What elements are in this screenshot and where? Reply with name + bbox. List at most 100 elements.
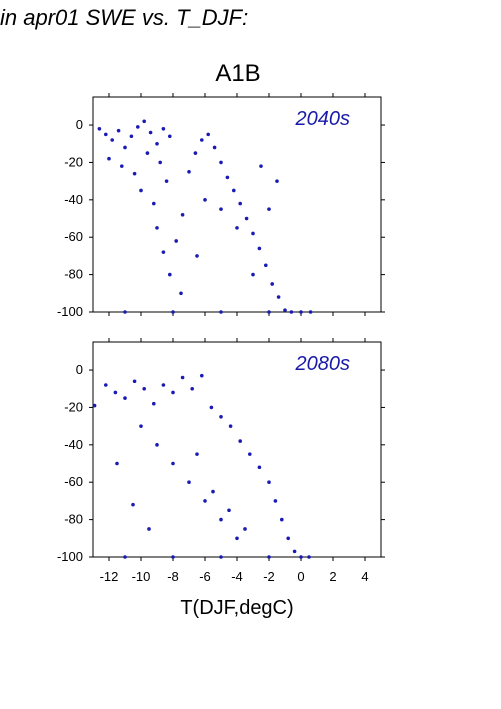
scatter-point [228, 424, 233, 428]
scenario-title: A1B [215, 60, 260, 87]
y-axis-2040s: 0 -20 -40 -60 -80 -100 [57, 117, 385, 319]
period-label-2040s: 2040s [295, 108, 351, 130]
scatter-point [267, 555, 271, 559]
scatter-point [123, 310, 127, 314]
scatter-point [283, 308, 287, 312]
scatter-point [257, 465, 262, 470]
scatter-point [161, 250, 166, 254]
scatter-point [299, 555, 303, 559]
y-axis-2080s: 0 -20 -40 -60 -80 -100 [57, 362, 385, 564]
scatter-point [244, 216, 249, 221]
x-axis-2080s: -12 -10 -8 -6 -4 -2 0 2 4 [100, 338, 369, 584]
scatter-point [219, 207, 223, 211]
scatter-point [232, 188, 236, 193]
scatter-point [148, 130, 153, 135]
scatter-points-2040s [97, 119, 313, 314]
scatter-point [145, 151, 150, 155]
scatter-point [97, 126, 102, 131]
scatter-point [203, 198, 207, 202]
x-tick-label: 0 [297, 569, 304, 584]
scatter-point [171, 390, 175, 395]
scatter-point [235, 536, 239, 541]
scatter-point [200, 138, 204, 142]
period-label-2080s: 2080s [295, 353, 351, 375]
scatter-point [132, 171, 137, 176]
scatter-point [251, 272, 255, 277]
scatter-point [195, 452, 199, 456]
scatter-point [147, 527, 151, 531]
scatter-point [171, 310, 175, 314]
scatter-point [219, 310, 223, 314]
scatter-point [212, 145, 217, 150]
scatter-point [289, 310, 294, 314]
scatter-point [142, 386, 146, 391]
y-tick-label: -40 [64, 192, 83, 207]
scatter-point [200, 373, 204, 378]
scatter-point [286, 536, 291, 541]
scatter-point [161, 126, 166, 131]
scatter-point [92, 403, 97, 408]
scatter-point [129, 134, 134, 139]
scatter-point [174, 239, 178, 243]
x-tick-label: -8 [167, 569, 179, 584]
scatter-point [158, 160, 162, 165]
x-axis-label: T(DJF,degC) [180, 597, 293, 619]
scatter-point [219, 517, 223, 522]
scatter-point [270, 282, 275, 286]
scatter-point [107, 156, 111, 161]
scatter-point [139, 424, 143, 428]
y-tick-label: -40 [64, 437, 83, 452]
scatter-point [292, 549, 297, 554]
scatter-point [164, 179, 169, 183]
scatter-point [171, 555, 175, 559]
y-tick-label: -100 [57, 549, 83, 564]
scatter-point [155, 226, 159, 230]
x-tick-label: 2 [329, 569, 336, 584]
scatter-point [142, 119, 146, 124]
scatter-point [168, 272, 172, 277]
x-tick-label: -6 [199, 569, 211, 584]
x-tick-label: -2 [263, 569, 275, 584]
scatter-point [168, 134, 172, 139]
scatter-point [152, 201, 156, 206]
scatter-point [211, 489, 215, 494]
x-tick-label: -4 [231, 569, 243, 584]
scatter-point [155, 141, 159, 146]
scatter-point [179, 291, 183, 296]
scatter-point [227, 508, 231, 513]
scatter-point [113, 390, 118, 395]
scatter-point [209, 405, 214, 410]
scatter-point [251, 231, 255, 236]
scatter-point [187, 169, 191, 174]
scatter-point [219, 555, 223, 559]
scatter-point [219, 414, 223, 419]
y-tick-label: 0 [76, 362, 83, 377]
scatter-point [248, 452, 252, 456]
scatter-point [267, 480, 271, 485]
y-tick-label: -80 [64, 267, 83, 282]
scatter-point [307, 555, 311, 559]
scatter-point [195, 254, 199, 258]
scatter-point [152, 401, 156, 406]
scatter-point [171, 461, 175, 466]
scatter-point [243, 527, 247, 531]
scatter-point [180, 212, 185, 217]
scatter-point [132, 379, 137, 384]
scatter-point [206, 132, 210, 137]
scatter-point [136, 125, 140, 129]
figure-header: in apr01 SWE vs. T_DJF: [0, 5, 248, 30]
scatter-point [257, 246, 262, 251]
scatter-point [187, 480, 191, 485]
scatter-point [104, 132, 108, 137]
y-tick-label: -60 [64, 474, 83, 489]
scatter-point [116, 128, 121, 133]
y-tick-label: -100 [57, 304, 83, 319]
scatter-point [115, 461, 119, 466]
scatter-point [123, 555, 127, 559]
x-tick-label: -10 [132, 569, 151, 584]
scatter-point [259, 164, 263, 168]
scatter-point [267, 207, 271, 211]
scatter-point [264, 263, 268, 268]
scatter-point [238, 201, 242, 206]
